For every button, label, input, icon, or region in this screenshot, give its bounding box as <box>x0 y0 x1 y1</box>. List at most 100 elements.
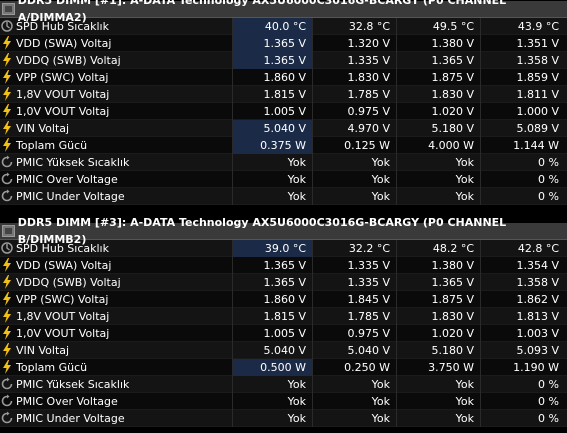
sensor-label-cell: Toplam Gücü <box>0 137 232 153</box>
sensor-label: VDDQ (SWB) Voltaj <box>16 275 121 289</box>
average-value: 1.003 V <box>480 324 565 342</box>
sensor-label-cell: 1,0V VOUT Voltaj <box>0 103 232 119</box>
sensor-label-cell: 1,8V VOUT Voltaj <box>0 86 232 102</box>
sensor-row[interactable]: VPP (SWC) Voltaj 1.860 V 1.845 V 1.875 V 1.8… <box>0 290 567 308</box>
sensor-row[interactable]: PMIC Over Voltage Yok Yok Yok 0 % <box>0 392 567 410</box>
min-value: Yok <box>312 153 396 171</box>
sensor-label-cell: VPP (SWC) Voltaj <box>0 69 232 85</box>
sensor-row[interactable]: PMIC Under Voltage Yok Yok Yok 0 % <box>0 409 567 427</box>
min-value: 1.785 V <box>312 307 396 325</box>
memory-module-icon <box>2 225 15 237</box>
max-value: 1.380 V <box>396 256 480 274</box>
current-value: 0.500 W <box>232 358 312 376</box>
sensor-row[interactable]: SPD Hub Sıcaklık 40.0 °C 32.8 °C 49.5 °C 43.… <box>0 17 567 35</box>
average-value: 0 % <box>480 392 565 410</box>
sensor-row[interactable]: VIN Voltaj 5.040 V 4.970 V 5.180 V 5.089 V <box>0 119 567 137</box>
max-value: 1.380 V <box>396 34 480 52</box>
current-value: 5.040 V <box>232 119 312 137</box>
sensor-label-cell: Toplam Gücü <box>0 359 232 375</box>
sensor-row[interactable]: 1,0V VOUT Voltaj 1.005 V 0.975 V 1.020 V 1.0… <box>0 324 567 342</box>
sensor-label-cell: VDD (SWA) Voltaj <box>0 257 232 273</box>
average-value: 0 % <box>480 375 565 393</box>
memory-module-icon <box>2 3 15 15</box>
thermometer-icon <box>0 18 14 34</box>
sensor-label-cell: PMIC Under Voltage <box>0 410 232 426</box>
sensor-label: PMIC Over Voltage <box>16 394 118 408</box>
current-value: Yok <box>232 170 312 188</box>
current-value: 0.375 W <box>232 136 312 154</box>
sensor-row[interactable]: PMIC Yüksek Sıcaklık Yok Yok Yok 0 % <box>0 153 567 171</box>
min-value: 1.785 V <box>312 85 396 103</box>
sensor-row[interactable]: VDDQ (SWB) Voltaj 1.365 V 1.335 V 1.365 V 1.… <box>0 51 567 69</box>
min-value: 5.040 V <box>312 341 396 359</box>
clock-icon <box>0 393 14 409</box>
average-value: 0 % <box>480 153 565 171</box>
max-value: 4.000 W <box>396 136 480 154</box>
average-value: 42.8 °C <box>480 239 565 257</box>
max-value: Yok <box>396 153 480 171</box>
min-value: 0.975 V <box>312 324 396 342</box>
sensor-label: 1,0V VOUT Voltaj <box>16 104 110 118</box>
sensor-row[interactable]: Toplam Gücü 0.375 W 0.125 W 4.000 W 1.144 W <box>0 136 567 154</box>
sensor-label: VIN Voltaj <box>16 121 70 135</box>
sensor-label-cell: 1,0V VOUT Voltaj <box>0 325 232 341</box>
current-value: 1.365 V <box>232 51 312 69</box>
section-header[interactable]: DDR5 DIMM [#3]: A-DATA Technology AX5U60… <box>0 216 567 246</box>
sensor-row[interactable]: VPP (SWC) Voltaj 1.860 V 1.830 V 1.875 V 1.8… <box>0 68 567 86</box>
current-value: 1.365 V <box>232 34 312 52</box>
sensor-label: Toplam Gücü <box>16 138 88 152</box>
sensor-row[interactable]: VDD (SWA) Voltaj 1.365 V 1.335 V 1.380 V 1.3… <box>0 256 567 274</box>
lightning-icon <box>0 308 14 324</box>
average-value: 1.811 V <box>480 85 565 103</box>
sensor-rows: SPD Hub Sıcaklık 39.0 °C 32.2 °C 48.2 °C 42.… <box>0 239 567 427</box>
sensor-row[interactable]: VIN Voltaj 5.040 V 5.040 V 5.180 V 5.093 V <box>0 341 567 359</box>
sensor-label-cell: PMIC Under Voltage <box>0 188 232 204</box>
min-value: 1.845 V <box>312 290 396 308</box>
sensor-label: PMIC Under Voltage <box>16 189 125 203</box>
average-value: 1.358 V <box>480 273 565 291</box>
sensor-row[interactable]: PMIC Under Voltage Yok Yok Yok 0 % <box>0 187 567 205</box>
sensor-label-cell: PMIC Yüksek Sıcaklık <box>0 376 232 392</box>
lightning-icon <box>0 52 14 68</box>
current-value: Yok <box>232 153 312 171</box>
section-title: DDR5 DIMM [#3]: A-DATA Technology AX5U60… <box>17 216 507 246</box>
sensor-label: 1,8V VOUT Voltaj <box>16 87 110 101</box>
sensor-row[interactable]: Toplam Gücü 0.500 W 0.250 W 3.750 W 1.190 W <box>0 358 567 376</box>
min-value: 0.975 V <box>312 102 396 120</box>
sensor-row[interactable]: PMIC Yüksek Sıcaklık Yok Yok Yok 0 % <box>0 375 567 393</box>
max-value: 1.365 V <box>396 273 480 291</box>
sensor-row[interactable]: 1,8V VOUT Voltaj 1.815 V 1.785 V 1.830 V 1.8… <box>0 307 567 325</box>
sensor-row[interactable]: VDD (SWA) Voltaj 1.365 V 1.320 V 1.380 V 1.3… <box>0 34 567 52</box>
sensor-row[interactable]: 1,8V VOUT Voltaj 1.815 V 1.785 V 1.830 V 1.8… <box>0 85 567 103</box>
current-value: 1.815 V <box>232 307 312 325</box>
sensor-row[interactable]: PMIC Over Voltage Yok Yok Yok 0 % <box>0 170 567 188</box>
lightning-icon <box>0 86 14 102</box>
max-value: 3.750 W <box>396 358 480 376</box>
current-value: Yok <box>232 375 312 393</box>
min-value: Yok <box>312 409 396 427</box>
section-header[interactable]: DDR5 DIMM [#1]: A-DATA Technology AX5U60… <box>0 0 567 24</box>
sensor-label: 1,8V VOUT Voltaj <box>16 309 110 323</box>
lightning-icon <box>0 35 14 51</box>
min-value: Yok <box>312 375 396 393</box>
current-value: 1.860 V <box>232 290 312 308</box>
max-value: Yok <box>396 392 480 410</box>
average-value: 0 % <box>480 409 565 427</box>
lightning-icon <box>0 274 14 290</box>
sensor-row[interactable]: 1,0V VOUT Voltaj 1.005 V 0.975 V 1.020 V 1.0… <box>0 102 567 120</box>
current-value: 1.365 V <box>232 256 312 274</box>
average-value: 1.190 W <box>480 358 565 376</box>
current-value: Yok <box>232 409 312 427</box>
min-value: 1.320 V <box>312 34 396 52</box>
lightning-icon <box>0 257 14 273</box>
max-value: Yok <box>396 375 480 393</box>
current-value: 40.0 °C <box>232 17 312 35</box>
sensor-label-cell: VIN Voltaj <box>0 342 232 358</box>
sensor-row[interactable]: SPD Hub Sıcaklık 39.0 °C 32.2 °C 48.2 °C 42.… <box>0 239 567 257</box>
average-value: 1.859 V <box>480 68 565 86</box>
sensor-row[interactable]: VDDQ (SWB) Voltaj 1.365 V 1.335 V 1.365 V 1.… <box>0 273 567 291</box>
sensor-label: VDDQ (SWB) Voltaj <box>16 53 121 67</box>
average-value: 5.089 V <box>480 119 565 137</box>
max-value: Yok <box>396 187 480 205</box>
sensor-label-cell: PMIC Over Voltage <box>0 393 232 409</box>
